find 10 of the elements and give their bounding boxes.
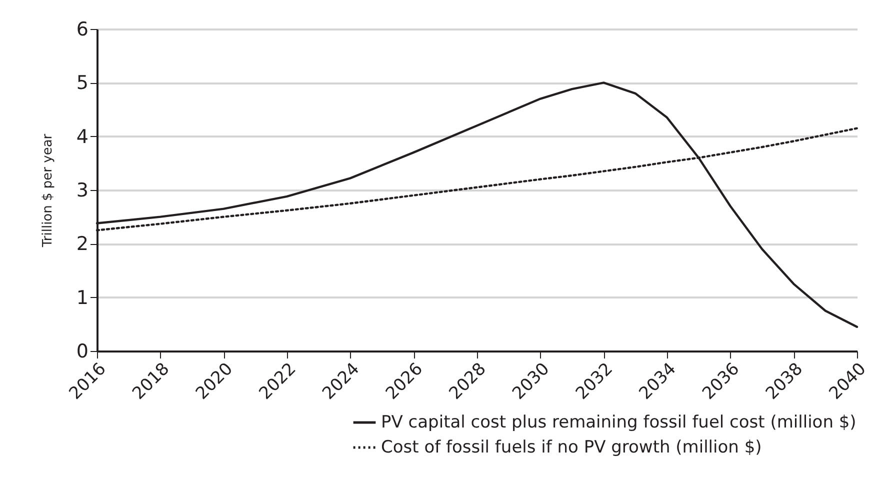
y-tick-label: 1 xyxy=(76,286,88,309)
y-tick-label: 4 xyxy=(76,126,88,148)
legend-label: Cost of fossil fuels if no PV growth (million $) xyxy=(381,438,762,458)
y-axis-title: Trillion $ per year xyxy=(40,133,56,248)
y-tick-label: 0 xyxy=(76,340,88,362)
y-tick-label: 2 xyxy=(76,233,88,256)
legend-label: PV capital cost plus remaining fossil fuel cost (million $) xyxy=(381,412,856,432)
y-tick-label: 6 xyxy=(76,18,88,40)
y-tick-label: 3 xyxy=(76,180,88,202)
y-tick-label: 5 xyxy=(76,72,88,94)
